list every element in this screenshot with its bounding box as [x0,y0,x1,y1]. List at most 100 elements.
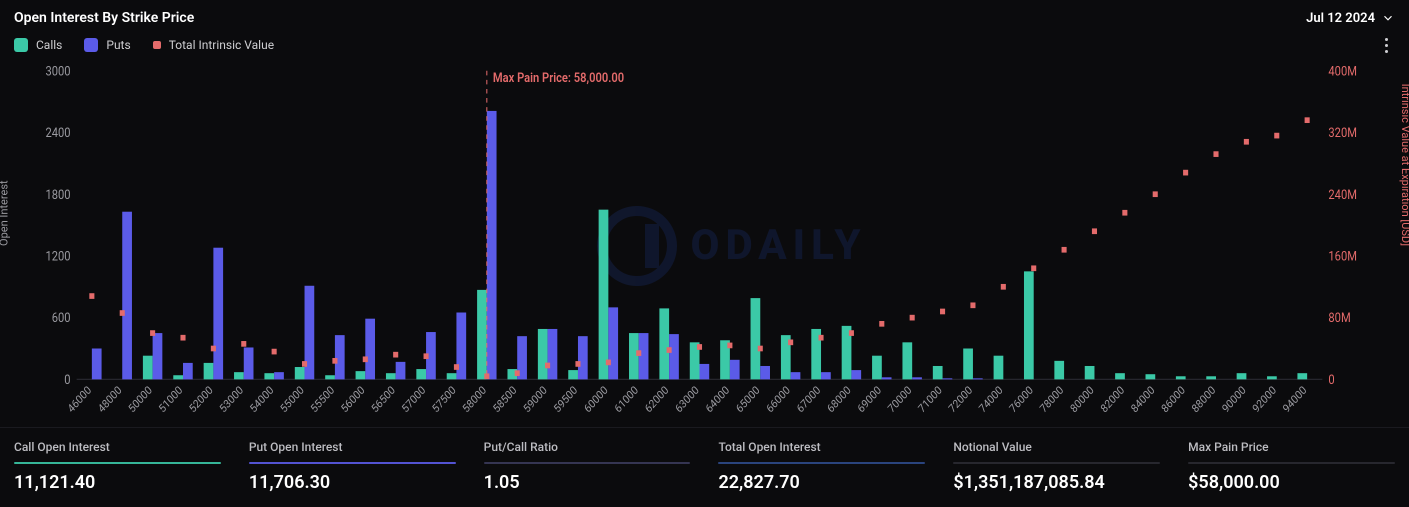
bar-put[interactable] [548,329,558,379]
bar-put[interactable] [882,377,892,379]
intrinsic-point[interactable] [1062,247,1067,253]
bar-call[interactable] [416,369,426,379]
intrinsic-point[interactable] [211,346,216,352]
intrinsic-point[interactable] [150,330,155,336]
bar-call[interactable] [356,371,366,379]
intrinsic-point[interactable] [515,370,520,376]
bar-call[interactable] [1297,373,1307,379]
bar-call[interactable] [143,356,153,380]
legend-item-calls[interactable]: Calls [14,38,62,52]
intrinsic-point[interactable] [849,330,854,336]
intrinsic-point[interactable] [758,346,763,352]
bar-put[interactable] [791,372,801,379]
bar-put[interactable] [213,248,223,380]
intrinsic-point[interactable] [363,356,368,362]
intrinsic-point[interactable] [302,361,307,367]
intrinsic-point[interactable] [1092,228,1097,234]
bar-put[interactable] [851,370,861,379]
intrinsic-point[interactable] [1244,139,1249,145]
intrinsic-point[interactable] [910,315,915,321]
intrinsic-point[interactable] [940,309,945,315]
intrinsic-point[interactable] [788,339,793,345]
bar-call[interactable] [447,373,457,379]
bar-put[interactable] [639,333,649,379]
bar-call[interactable] [1237,373,1247,379]
bar-call[interactable] [477,290,487,379]
bar-call[interactable] [1176,376,1186,379]
intrinsic-point[interactable] [1274,133,1279,139]
bar-put[interactable] [973,378,983,379]
bar-put[interactable] [183,363,193,379]
bar-call[interactable] [264,373,274,379]
legend-item-puts[interactable]: Puts [84,38,130,52]
bar-call[interactable] [933,366,943,379]
bar-put[interactable] [760,366,770,379]
bar-call[interactable] [173,375,183,379]
bar-call[interactable] [1146,374,1156,379]
bar-put[interactable] [244,347,254,379]
bar-put[interactable] [122,212,132,380]
intrinsic-point[interactable] [120,310,125,316]
intrinsic-point[interactable] [636,350,641,356]
bar-put[interactable] [912,377,922,379]
intrinsic-point[interactable] [1213,151,1218,157]
bar-put[interactable] [487,111,497,379]
intrinsic-point[interactable] [332,358,337,364]
bar-call[interactable] [629,333,639,379]
intrinsic-point[interactable] [697,344,702,350]
intrinsic-point[interactable] [180,335,185,341]
intrinsic-point[interactable] [393,352,398,358]
bar-call[interactable] [872,356,882,380]
intrinsic-point[interactable] [879,321,884,327]
bar-call[interactable] [1085,366,1095,379]
bar-put[interactable] [365,319,375,380]
bar-call[interactable] [1206,376,1216,379]
intrinsic-point[interactable] [1153,191,1158,197]
bar-put[interactable] [153,333,163,379]
bar-put[interactable] [669,334,679,379]
bar-call[interactable] [963,349,973,380]
intrinsic-point[interactable] [667,347,672,353]
legend-item-intrinsic[interactable]: Total Intrinsic Value [153,38,274,52]
bar-put[interactable] [274,372,284,379]
bar-call[interactable] [599,210,609,380]
bar-put[interactable] [335,335,345,379]
bar-call[interactable] [325,375,335,379]
intrinsic-point[interactable] [1001,284,1006,290]
bar-call[interactable] [1054,361,1064,380]
bar-call[interactable] [204,363,214,379]
intrinsic-point[interactable] [424,353,429,359]
bar-call[interactable] [538,329,548,379]
bar-put[interactable] [700,364,710,379]
bar-call[interactable] [386,373,396,379]
intrinsic-point[interactable] [727,343,732,349]
intrinsic-point[interactable] [89,293,94,299]
intrinsic-point[interactable] [818,335,823,341]
bar-call[interactable] [568,370,578,379]
bar-put[interactable] [608,307,618,379]
bar-put[interactable] [730,360,740,380]
bar-call[interactable] [1115,373,1125,379]
intrinsic-point[interactable] [1183,170,1188,176]
intrinsic-point[interactable] [606,360,611,366]
intrinsic-point[interactable] [241,341,246,347]
bar-call[interactable] [234,372,244,379]
intrinsic-point[interactable] [1122,210,1127,216]
intrinsic-point[interactable] [454,364,459,370]
chart-menu-button[interactable] [1377,36,1395,54]
bar-put[interactable] [578,336,588,379]
intrinsic-point[interactable] [970,302,975,308]
intrinsic-point[interactable] [1031,265,1036,271]
bar-call[interactable] [994,356,1004,380]
bar-call[interactable] [659,308,669,379]
intrinsic-point[interactable] [575,361,580,367]
bar-put[interactable] [396,362,406,379]
bar-call[interactable] [751,298,761,379]
bar-put[interactable] [821,372,831,379]
intrinsic-point[interactable] [1305,117,1310,123]
bar-put[interactable] [943,378,953,379]
bar-call[interactable] [902,342,912,379]
chart-canvas[interactable]: 06001200180024003000080M160M240M320M400M… [30,64,1369,427]
intrinsic-point[interactable] [545,363,550,369]
bar-call[interactable] [1024,271,1034,379]
